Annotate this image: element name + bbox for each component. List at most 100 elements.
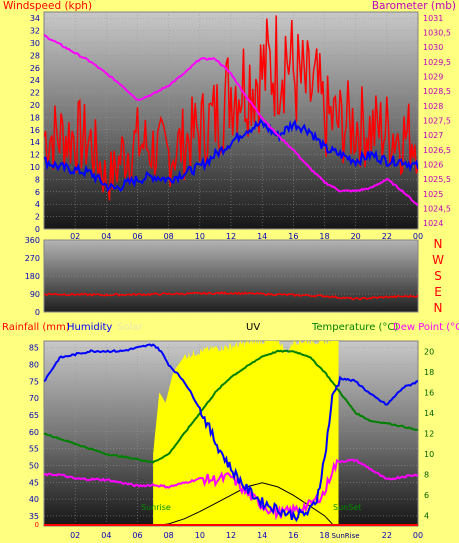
y-tick-label: 1024	[423, 219, 443, 228]
y-tick-label: 4	[424, 512, 429, 521]
y-tick-label: 18	[30, 113, 40, 122]
dewpoint-label: Dew Point (°C)	[393, 322, 459, 333]
y-tick-label: 1030,5	[423, 29, 451, 38]
dewpoint-line	[44, 458, 418, 521]
temp-y-ticks: 4 6 8 10 12 14 16 18 20	[424, 347, 434, 520]
y-tick-label: 1026,5	[423, 146, 451, 155]
y-tick-label: 2	[35, 213, 40, 222]
y-tick-label: 180	[25, 272, 40, 281]
direction-y-ticks: 0 90 180 270 360	[25, 236, 40, 317]
compass-letter: N	[434, 237, 443, 251]
y-tick-label: 1024,5	[423, 204, 451, 213]
x-tick-label: 06	[132, 531, 142, 540]
pressure-line	[44, 33, 418, 207]
compass-letter: W	[432, 253, 444, 267]
y-tick-label: 1028,5	[423, 87, 451, 96]
humidity-y-ticks: 35 40 45 50 55 60 65 70 75 80 85	[29, 344, 39, 521]
direction-line	[44, 291, 418, 301]
y-tick-label: 1029,5	[423, 58, 451, 67]
x-tick-label: 22	[382, 232, 392, 241]
y-tick-label: 10	[424, 450, 434, 459]
y-tick-label: 1025	[423, 190, 443, 199]
y-tick-label: 50	[29, 461, 39, 470]
y-tick-label: 60	[29, 428, 39, 437]
y-tick-label: 270	[25, 254, 40, 263]
y-tick-label: 1030	[423, 43, 443, 52]
x-tick-label: 10	[195, 531, 205, 540]
x-tick-label: 10	[195, 232, 205, 241]
y-tick-label: 6	[424, 491, 429, 500]
y-tick-label: 24	[30, 76, 40, 85]
y-tick-label: 22	[30, 89, 40, 98]
y-tick-label: 30	[30, 39, 40, 48]
x-tick-label: 18	[319, 232, 329, 241]
solar-area	[153, 341, 339, 526]
y-tick-label: 16	[424, 388, 434, 397]
direction-series-group	[44, 291, 418, 301]
x-tick-label: 16	[288, 531, 298, 540]
rain-y-ticks: 0	[35, 521, 39, 529]
x-tick-label: 12	[226, 531, 236, 540]
temp-x-ticks: 02 04 06 08 10 12 14 16 18 00 22 SunRise	[70, 531, 423, 540]
y-tick-label: 0	[35, 308, 40, 317]
x-tick-label: 14	[257, 232, 267, 241]
y-tick-label: 1025,5	[423, 175, 451, 184]
y-tick-label: 40	[29, 495, 39, 504]
temperature-line	[44, 349, 418, 464]
y-tick-label: 28	[30, 51, 40, 60]
y-tick-label: 32	[30, 27, 40, 36]
y-tick-label: 70	[29, 394, 39, 403]
y-tick-label: 1026	[423, 160, 443, 169]
x-tick-label: 12	[226, 232, 236, 241]
x-tick-label: 06	[132, 232, 142, 241]
x-tick-label: 18	[319, 531, 329, 540]
solar-label: Solar	[117, 322, 143, 333]
y-tick-label: 18	[424, 368, 434, 377]
sunset-label: SunSet	[333, 503, 361, 512]
windspeed-axis-title: Windspeed (kph)	[3, 0, 92, 12]
y-tick-label: 35	[29, 512, 39, 521]
barometer-axis-title: Barometer (mb)	[372, 0, 456, 12]
x-tick-label: 00	[413, 232, 423, 241]
rainfall-label: Rainfall (mm)	[2, 322, 70, 333]
y-tick-label: 360	[25, 236, 40, 245]
sunrise-label: Sunrise	[141, 503, 171, 512]
x-tick-label: 20	[351, 232, 361, 241]
x-tick-label: 22	[382, 531, 392, 540]
x-tick-label: 02	[70, 232, 80, 241]
y-tick-label: 14	[424, 409, 434, 418]
y-tick-label: 55	[29, 445, 39, 454]
x-tick-label: 08	[164, 232, 174, 241]
y-tick-label: 8	[35, 175, 40, 184]
uv-label: UV	[246, 322, 260, 333]
x-tick-label: 04	[101, 232, 111, 241]
x-tick-label: 00	[413, 531, 423, 540]
humidity-label: Humidity	[67, 322, 112, 333]
y-tick-label: 12	[30, 151, 40, 160]
x-tick-label: SunRise	[331, 532, 359, 540]
wind-x-ticks: 02 04 06 08 10 12 14 16 18 20 22 00	[70, 232, 423, 241]
x-tick-label: 16	[288, 232, 298, 241]
y-tick-label: 1027,5	[423, 117, 451, 126]
y-tick-label: 0	[35, 225, 40, 234]
y-tick-label: 65	[29, 411, 39, 420]
wind-series-group	[44, 15, 418, 207]
temp-hum-chart: 35 40 45 50 55 60 65 70 75 80 85 4 6 8 10 12 14 16 18 20 0…	[2, 322, 459, 540]
y-tick-label: 20	[30, 101, 40, 110]
y-tick-label: 26	[30, 64, 40, 73]
y-tick-label: 12	[424, 430, 434, 439]
x-tick-label: 04	[101, 531, 111, 540]
temp-series-group	[44, 341, 418, 526]
y-tick-label: 4	[35, 200, 40, 209]
y-tick-label: 8	[424, 471, 429, 480]
y-tick-label: 1031	[423, 14, 443, 23]
x-tick-label: 08	[164, 531, 174, 540]
y-tick-label: 16	[30, 126, 40, 135]
compass-letter: N	[434, 301, 443, 315]
rain-tick-label: 0	[35, 521, 39, 529]
